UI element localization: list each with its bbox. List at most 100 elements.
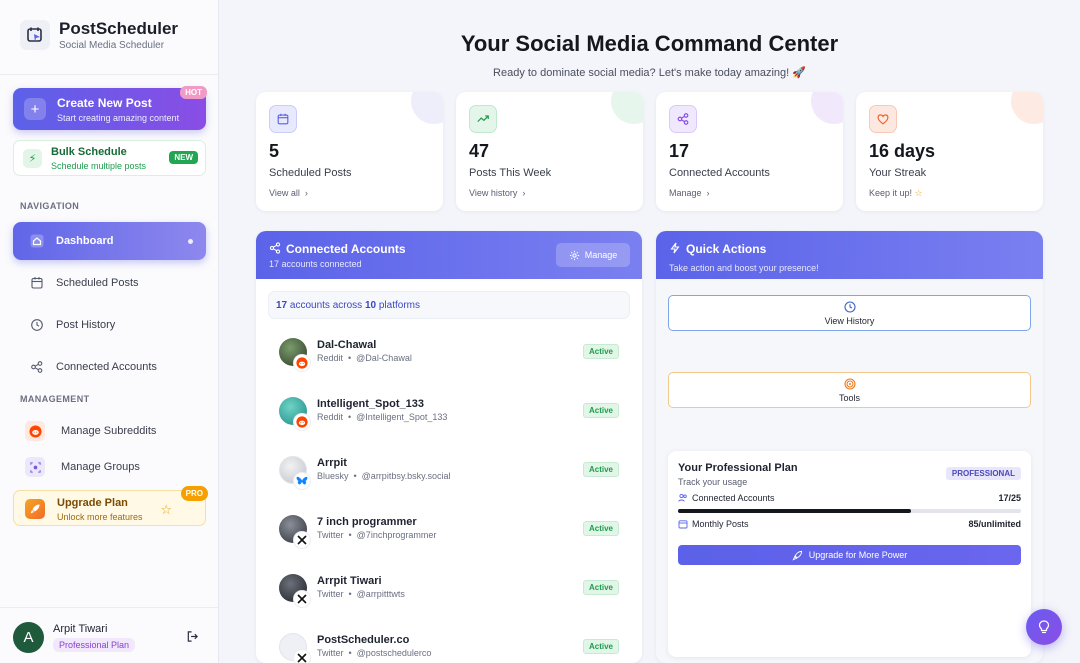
account-handle: @Intelligent_Spot_133: [356, 412, 448, 422]
app-name: PostScheduler: [59, 19, 179, 38]
sidebar-item-scheduled-posts[interactable]: Scheduled Posts: [13, 264, 206, 302]
bluesky-icon: [294, 473, 310, 489]
decorative-blob: [1011, 92, 1043, 124]
sidebar-item-label: Dashboard: [56, 235, 114, 247]
status-badge: Active: [582, 580, 619, 595]
bulk-schedule-button[interactable]: ⚡ Bulk Schedule Schedule multiple posts …: [13, 140, 206, 176]
calendar-icon: [269, 105, 297, 133]
reddit-icon: [25, 421, 45, 441]
stat-link-view-all[interactable]: View all ›: [269, 188, 308, 198]
account-name: 7 inch programmer: [317, 516, 417, 528]
account-meta: Twitter • @postschedulerco: [317, 648, 432, 658]
stat-card-scheduled-posts: 5 Scheduled Posts View all ›: [256, 92, 443, 211]
reddit-icon: [294, 414, 310, 430]
stat-link-label: View history: [469, 188, 518, 198]
x-twitter-icon: [294, 532, 310, 548]
user-plan-badge: Professional Plan: [53, 638, 136, 652]
logout-icon[interactable]: [186, 630, 199, 643]
account-name: PostScheduler.co: [317, 634, 410, 646]
account-row[interactable]: 7 inch programmer Twitter • @7inchprogra…: [268, 506, 630, 556]
connected-accounts-progress: [678, 509, 1021, 513]
account-platform: Twitter: [317, 589, 344, 599]
stat-value: 5: [269, 141, 280, 161]
avatar[interactable]: A: [13, 622, 44, 653]
manage-accounts-button[interactable]: Manage: [556, 243, 630, 267]
summary-platforms: 10: [364, 300, 377, 311]
account-row[interactable]: Intelligent_Spot_133 Reddit • @Intellige…: [268, 388, 630, 438]
account-meta: Reddit • @Intelligent_Spot_133: [317, 412, 448, 422]
lightbulb-icon: [1038, 620, 1050, 634]
account-name: Dal-Chawal: [317, 339, 377, 351]
sidebar-item-label: Connected Accounts: [56, 361, 157, 373]
gear-icon: [569, 250, 579, 260]
create-post-subtitle: Start creating amazing content: [57, 113, 180, 123]
reddit-icon: [294, 355, 310, 371]
sidebar-item-label: Post History: [56, 319, 116, 331]
page-title: Your Social Media Command Center: [460, 31, 839, 56]
stat-value: 17: [669, 141, 690, 161]
upgrade-label: Upgrade for More Power: [808, 550, 908, 560]
target-icon: [843, 377, 856, 390]
hot-badge: HOT: [180, 86, 207, 99]
sidebar-item-post-history[interactable]: Post History: [13, 306, 206, 344]
stat-link-label: View all: [269, 188, 300, 198]
sidebar-item-manage-groups[interactable]: Manage Groups: [20, 454, 206, 480]
status-badge: Active: [582, 521, 619, 536]
status-badge: Active: [582, 403, 619, 418]
sidebar-item-label: Manage Subreddits: [61, 425, 157, 437]
plus-icon: +: [24, 98, 46, 120]
usage-label-text: Connected Accounts: [692, 493, 775, 503]
panel-header: Connected Accounts 17 accounts connected…: [256, 231, 642, 279]
tools-label: Tools: [838, 392, 860, 403]
monthly-posts-usage-label: Monthly Posts: [678, 519, 749, 529]
decorative-blob: [811, 92, 843, 124]
tips-fab-button[interactable]: [1026, 609, 1062, 645]
connected-accounts-usage-value: 17/25: [998, 493, 1021, 503]
lightning-icon: ⚡: [23, 149, 42, 168]
share-icon: [669, 105, 697, 133]
sidebar-item-connected-accounts[interactable]: Connected Accounts: [13, 348, 206, 386]
panel-title: Connected Accounts: [286, 242, 406, 256]
account-platform: Reddit: [317, 412, 344, 422]
sidebar-item-dashboard[interactable]: Dashboard: [13, 222, 206, 260]
stat-streak-message: Keep it up! ☆: [869, 188, 923, 199]
create-new-post-button[interactable]: + Create New Post Start creating amazing…: [13, 86, 207, 130]
summary-count: 17: [276, 300, 288, 311]
account-platform: Twitter: [317, 530, 344, 540]
app-logo-icon: [20, 20, 50, 50]
account-row[interactable]: Dal-Chawal Reddit • @Dal-Chawal Active: [268, 329, 630, 379]
sidebar-item-label: Scheduled Posts: [56, 277, 139, 289]
x-twitter-icon: [294, 650, 310, 663]
sidebar-item-manage-subreddits[interactable]: Manage Subreddits: [20, 418, 206, 444]
rocket-icon: [792, 550, 802, 560]
connected-accounts-panel: Connected Accounts 17 accounts connected…: [256, 231, 642, 663]
panel-title: Quick Actions: [686, 242, 767, 256]
share-icon: [31, 361, 43, 373]
plan-subtitle: Track your usage: [678, 477, 748, 487]
lightning-icon: [670, 242, 680, 254]
upgrade-for-more-power-button[interactable]: Upgrade for More Power: [678, 545, 1021, 565]
calendar-icon: [678, 520, 688, 529]
bulk-schedule-title: Bulk Schedule: [51, 146, 127, 158]
sidebar-item-label: Manage Groups: [61, 461, 140, 473]
bulk-schedule-subtitle: Schedule multiple posts: [51, 161, 147, 171]
tools-button[interactable]: Tools: [668, 372, 1031, 408]
user-profile: A Arpit Tiwari Professional Plan: [0, 607, 218, 663]
stat-value: 47: [469, 141, 490, 161]
account-row[interactable]: Arrpit Bluesky • @arrpitbsy.bsky.social …: [268, 447, 630, 497]
account-platform: Reddit: [317, 353, 344, 363]
upgrade-plan-button[interactable]: Upgrade Plan Unlock more features ☆ PRO: [13, 486, 208, 526]
view-history-button[interactable]: View History: [668, 295, 1031, 331]
active-indicator: [188, 239, 193, 244]
quick-actions-panel: Quick Actions Take action and boost your…: [656, 231, 1043, 663]
stat-link-manage[interactable]: Manage ›: [669, 188, 710, 198]
heart-icon: [869, 105, 897, 133]
star-icon: ☆: [914, 188, 923, 198]
account-row[interactable]: Arrpit Tiwari Twitter • @arrpitttwts Act…: [268, 565, 630, 615]
calendar-icon: [31, 277, 43, 289]
stat-link-view-history[interactable]: View history ›: [469, 188, 526, 198]
panel-subtitle: Take action and boost your presence!: [669, 263, 819, 273]
monthly-posts-usage-value: 85/unlimited: [968, 519, 1021, 529]
create-post-title: Create New Post: [57, 96, 152, 110]
account-row[interactable]: PostScheduler.co Twitter • @postschedule…: [268, 624, 630, 663]
